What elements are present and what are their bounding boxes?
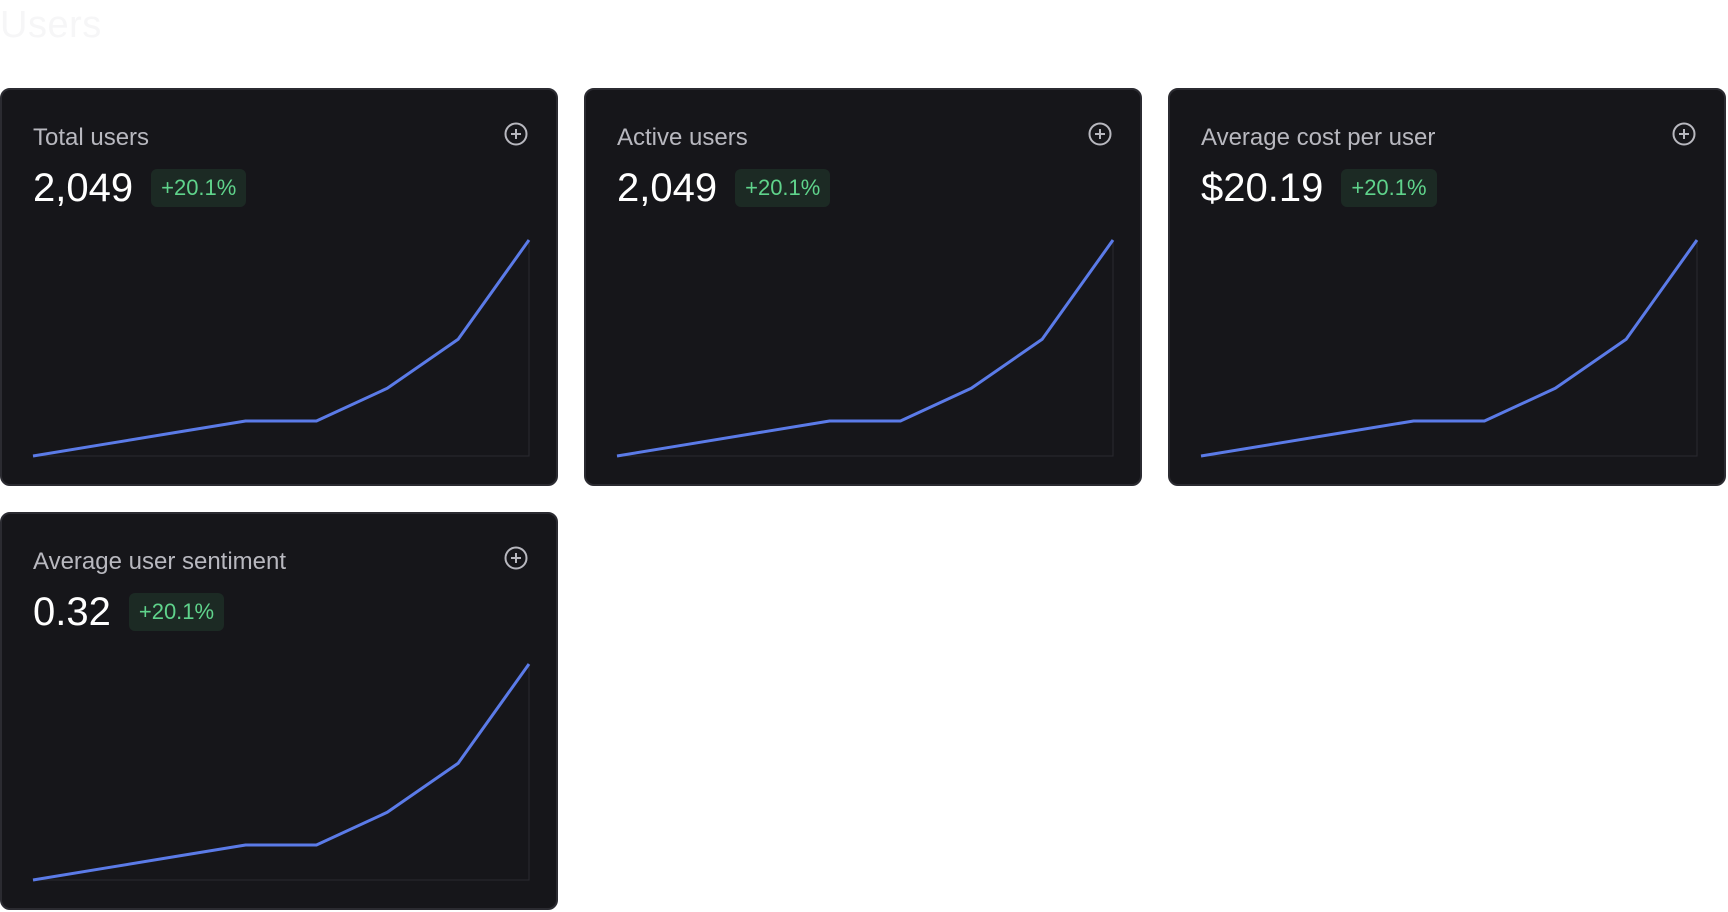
delta-badge: +20.1% [1341, 169, 1437, 207]
series-line [32, 239, 531, 458]
metric-value: 2,049 [33, 166, 134, 210]
card-title: Average user sentiment [33, 548, 287, 575]
metric-card-active-users: Active users 2,049 +20.1% [584, 88, 1142, 486]
delta-badge: +20.1% [128, 593, 225, 631]
delta-badge: +20.1% [735, 169, 831, 207]
delta-badge: +20.1% [151, 169, 247, 207]
metric-card-average-cost-per-user: Average cost per user $20.19 +20.1% [1168, 88, 1726, 486]
value-row: 2,049 +20.1% [617, 166, 831, 210]
chart-axis [33, 240, 530, 457]
metric-value: 0.32 [33, 590, 111, 634]
metric-card-total-users: Total users 2,049 +20.1% [0, 88, 558, 486]
chart-axis [617, 240, 1114, 457]
plus-circle-icon[interactable] [502, 120, 530, 148]
series-line [616, 239, 1115, 458]
value-row: 0.32 +20.1% [33, 590, 225, 634]
plus-circle-icon[interactable] [1086, 120, 1114, 148]
chart-axis [1201, 240, 1698, 457]
card-title: Average cost per user [1201, 124, 1436, 151]
page-title: Users [0, 4, 102, 46]
series-line [32, 663, 531, 882]
card-title: Total users [33, 124, 150, 151]
value-row: $20.19 +20.1% [1201, 168, 1437, 208]
plus-circle-icon[interactable] [502, 544, 530, 572]
metric-value: $20.19 [1201, 166, 1324, 210]
metric-value: 2,049 [617, 166, 718, 210]
card-title: Active users [617, 124, 748, 151]
chart-axis [33, 664, 530, 881]
value-row: 2,049 +20.1% [33, 166, 247, 210]
plus-circle-icon[interactable] [1670, 120, 1698, 148]
series-line [1200, 239, 1699, 458]
metric-card-average-user-sentiment: Average user sentiment 0.32 +20.1% [0, 512, 558, 910]
